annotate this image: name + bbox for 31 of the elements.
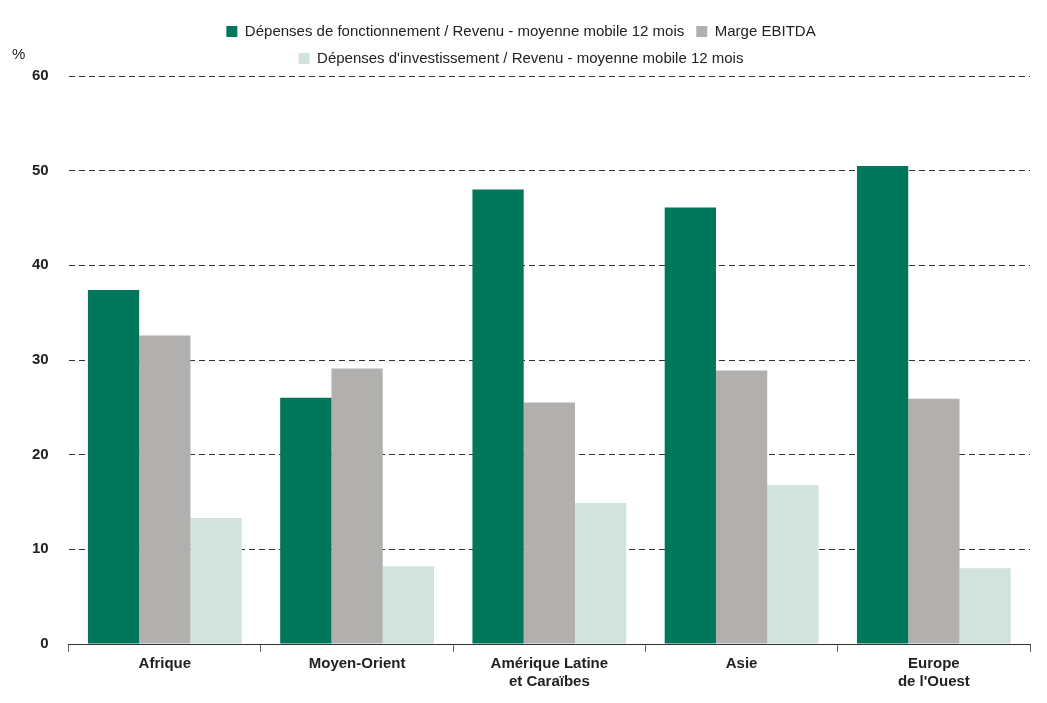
bar (574, 502, 627, 644)
y-tick-label: 30 (32, 350, 49, 368)
bar (959, 568, 1011, 644)
bar (331, 368, 383, 644)
bar (87, 289, 140, 644)
bar (139, 335, 191, 644)
bar (190, 518, 242, 644)
x-tick-label: Amérique Latine et Caraïbes (490, 654, 609, 690)
x-tick-label: Europe de l'Ouest (897, 654, 970, 690)
bar (767, 484, 819, 644)
legend-label: Dépenses de fonctionnement / Revenu - moyenne mobile 12 mois (244, 21, 685, 39)
bar (523, 402, 575, 644)
bar (715, 370, 768, 644)
y-tick-label: 10 (32, 539, 49, 557)
bar (664, 207, 716, 644)
bar (856, 165, 909, 644)
bar (280, 397, 332, 644)
legend-label: Dépenses d'investissement / Revenu - moyenne mobile 12 mois (317, 48, 744, 66)
y-tick-label: 40 (32, 255, 49, 273)
bar (908, 398, 960, 644)
x-tick-label: Moyen-Orient (308, 654, 406, 672)
bar (472, 189, 524, 644)
y-axis-title: % (12, 44, 26, 62)
x-tick-label: Asie (725, 654, 758, 672)
y-tick-label: 20 (32, 444, 49, 462)
legend-label: Marge EBITDA (714, 21, 816, 39)
y-tick-label: 60 (32, 66, 49, 84)
y-tick-label: 50 (32, 160, 49, 178)
bar (382, 566, 434, 644)
x-tick-label: Afrique (138, 654, 192, 672)
y-tick-label: 0 (40, 634, 49, 652)
